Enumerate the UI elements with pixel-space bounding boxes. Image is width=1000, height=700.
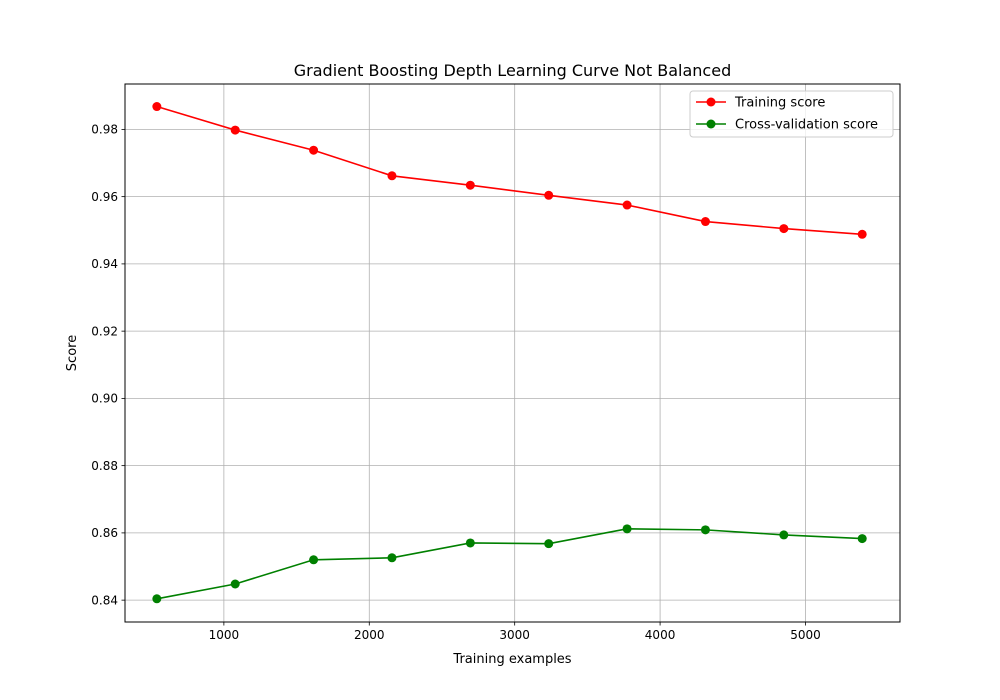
x-axis-ticks: 1000 2000 3000 4000 5000 <box>209 622 821 642</box>
training-score-point <box>544 190 554 200</box>
training-score-point <box>230 125 240 135</box>
cross-validation-score-point <box>700 525 710 535</box>
legend-label-training: Training score <box>734 96 825 111</box>
plot-area-frame <box>124 83 901 623</box>
legend-marker-cross-validation <box>706 119 716 129</box>
y-tick-label: 0.98 <box>91 123 118 137</box>
training-score-point <box>622 200 632 210</box>
cross-validation-score-point <box>622 524 632 534</box>
y-tick-label: 0.96 <box>91 190 118 204</box>
y-tick-label: 0.92 <box>91 324 118 338</box>
training-score-point <box>152 102 162 112</box>
x-tick-label: 1000 <box>209 628 240 642</box>
training-score-point <box>387 171 397 181</box>
legend-box <box>689 90 894 138</box>
training-score-point <box>309 145 319 155</box>
y-tick-label: 0.94 <box>91 257 118 271</box>
cross-validation-score-point <box>309 555 319 565</box>
cross-validation-score-line <box>156 528 863 600</box>
y-axis-label: Score <box>65 335 80 371</box>
cross-validation-score-point <box>387 553 397 563</box>
cross-validation-score-point <box>779 530 789 540</box>
training-score-point <box>779 224 789 234</box>
training-score-point <box>700 217 710 227</box>
legend-label-cross-validation: Cross-validation score <box>735 118 878 133</box>
chart-title: Gradient Boosting Depth Learning Curve N… <box>294 61 731 80</box>
training-score-point <box>465 180 475 190</box>
legend-marker-training <box>706 97 716 107</box>
x-tick-label: 2000 <box>354 628 385 642</box>
y-tick-label: 0.88 <box>91 459 118 473</box>
y-tick-label: 0.90 <box>91 392 118 406</box>
y-axis-ticks: 0.84 0.86 0.88 0.90 0.92 0.94 0.96 0.98 <box>91 123 125 607</box>
cross-validation-score-point <box>857 534 867 544</box>
y-tick-label: 0.84 <box>91 593 118 607</box>
cross-validation-score-point <box>230 579 240 589</box>
x-axis-label: Training examples <box>452 652 571 667</box>
training-score-point <box>857 229 867 239</box>
legend: Training score Cross-validation score <box>689 90 894 138</box>
x-tick-label: 3000 <box>499 628 530 642</box>
y-tick-label: 0.86 <box>91 526 118 540</box>
cross-validation-score-point <box>152 594 162 604</box>
training-score-line <box>156 105 863 236</box>
x-tick-label: 5000 <box>790 628 821 642</box>
cross-validation-score-point <box>465 538 475 548</box>
x-tick-label: 4000 <box>645 628 676 642</box>
grid-lines <box>125 84 900 622</box>
series-layer <box>152 102 867 604</box>
cross-validation-score-point <box>544 539 554 549</box>
